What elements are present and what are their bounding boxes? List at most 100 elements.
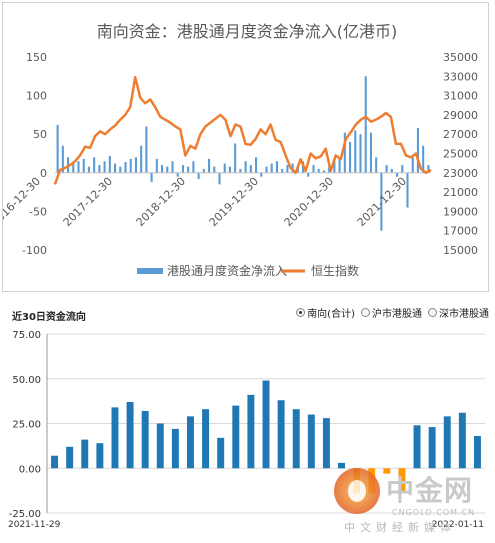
y-axis-tick: -25.00 <box>9 509 41 520</box>
monthly-flow-bar <box>98 165 101 173</box>
daily-flow-bar <box>322 418 330 469</box>
legend-line-label: 恒生指数 <box>311 263 359 278</box>
radio-dot-selected-icon[interactable] <box>296 308 306 317</box>
right-axis-tick: 21000 <box>443 186 478 199</box>
left-axis-tick: 50 <box>33 128 47 141</box>
monthly-flow-bar <box>281 168 284 173</box>
right-axis-tick: 33000 <box>443 70 478 83</box>
monthly-flow-chart: 南向资金：港股通月度资金净流入(亿港币) -100 -50 0 50 100 150 1500… <box>3 22 478 278</box>
right-axis-tick: 15000 <box>443 244 478 257</box>
daily-flow-bar <box>217 437 225 469</box>
monthly-flow-bar <box>416 128 419 173</box>
left-axis-tick: 150 <box>26 51 47 64</box>
monthly-flow-bar <box>228 166 231 173</box>
monthly-flow-bar <box>275 161 278 173</box>
market-radio-group: 南向(合计) 沪市港股通 深市港股通 <box>296 305 489 320</box>
monthly-flow-bar <box>349 141 352 173</box>
monthly-flow-bar <box>218 172 221 185</box>
monthly-flow-bar <box>396 172 399 177</box>
x-axis-date-label: 2020-12-30 <box>282 175 336 229</box>
monthly-flow-bar <box>338 157 341 173</box>
x-axis-date-label: 2019-12-30 <box>207 175 261 229</box>
monthly-flow-bar <box>249 165 252 173</box>
radio-shenzhen-connect[interactable]: 深市港股通 <box>428 305 489 320</box>
hang-seng-index-line <box>53 76 432 185</box>
y-axis-tick: 50.00 <box>12 375 41 386</box>
daily-flow-bar <box>141 410 149 469</box>
monthly-flow-bar <box>422 145 425 173</box>
monthly-flow-bar <box>61 145 64 173</box>
daily-flow-bar <box>156 423 164 469</box>
monthly-flow-bar <box>239 168 242 173</box>
daily-flow-bar <box>187 416 194 469</box>
monthly-flow-bar <box>244 161 247 173</box>
left-axis-tick: 100 <box>26 90 47 103</box>
recent-30-day-panel: 近30日资金流向 南向(合计) 沪市港股通 深市港股通 75.00 50.00 25… <box>0 300 495 543</box>
monthly-flow-bar <box>93 157 96 173</box>
right-axis-tick: 23000 <box>443 167 478 180</box>
monthly-flow-bar <box>208 158 211 173</box>
monthly-flow-bar <box>322 170 325 173</box>
monthly-flow-bar <box>108 155 111 173</box>
daily-flow-bar <box>277 400 285 469</box>
daily-flow-bar <box>443 416 451 469</box>
daily-flow-bar <box>111 407 119 469</box>
radio-label: 南向(合计) <box>307 309 355 320</box>
x-end-date-label: 2022-01-11 <box>432 520 484 530</box>
monthly-flow-bar <box>401 165 404 173</box>
daily-flow-bar <box>292 409 300 469</box>
daily-flow-bar <box>262 380 270 469</box>
daily-flow-bar <box>383 468 391 474</box>
monthly-flow-bar <box>307 172 310 177</box>
left-axis-tick: -50 <box>29 205 47 218</box>
radio-dot-icon[interactable] <box>361 308 370 317</box>
daily-flow-bar <box>66 446 74 469</box>
monthly-flow-bar <box>145 126 148 173</box>
y-axis-tick: 0.00 <box>19 464 41 475</box>
monthly-flow-bar <box>72 163 75 173</box>
monthly-flow-bar <box>192 161 195 173</box>
recent-30-day-title: 近30日资金流向 <box>12 312 86 323</box>
daily-flow-bar <box>171 428 179 469</box>
monthly-flow-bar <box>202 168 205 173</box>
monthly-flow-bar <box>234 143 237 173</box>
radio-southbound-total[interactable]: 南向(合计) <box>296 305 355 320</box>
daily-flow-bar <box>307 414 315 469</box>
monthly-flow-bar <box>385 165 388 173</box>
monthly-flow-bar <box>171 161 174 173</box>
monthly-flow-bar <box>333 161 336 173</box>
monthly-flow-bar <box>187 166 190 173</box>
monthly-flow-bar <box>150 172 153 183</box>
monthly-flow-bar <box>411 157 414 173</box>
monthly-flow-bar <box>124 161 127 173</box>
monthly-flow-bar <box>103 161 106 173</box>
y-axis-tick: 75.00 <box>12 330 41 341</box>
daily-flow-bar <box>413 425 421 469</box>
right-axis-tick: 31000 <box>443 90 478 103</box>
daily-flow-bar <box>473 436 481 469</box>
radio-shanghai-connect[interactable]: 沪市港股通 <box>361 305 422 320</box>
left-axis-tick: 0 <box>40 167 47 180</box>
right-axis-tick: 25000 <box>443 148 478 161</box>
x-start-date-label: 2021-11-29 <box>8 520 61 530</box>
monthly-flow-bar <box>260 172 263 177</box>
radio-dot-icon[interactable] <box>428 308 437 317</box>
monthly-flow-bar <box>119 166 122 173</box>
left-axis-tick: -100 <box>22 244 47 257</box>
daily-flow-bar <box>247 394 255 469</box>
right-axis-tick: 35000 <box>443 51 478 64</box>
monthly-flow-bar <box>129 158 132 173</box>
monthly-flow-bar <box>286 165 289 173</box>
legend-bar-swatch <box>137 268 163 274</box>
right-axis-tick: 17000 <box>443 225 478 238</box>
x-axis-date-label: 2018-12-30 <box>134 175 188 229</box>
chart-title: 南向资金：港股通月度资金净流入(亿港币) <box>97 22 398 41</box>
monthly-flow-bar <box>380 172 383 231</box>
daily-flow-bar <box>338 462 345 469</box>
monthly-flow-bar <box>354 130 357 173</box>
right-axis-tick: 19000 <box>443 205 478 218</box>
daily-flow-bar <box>458 412 466 469</box>
daily-flow-bar <box>96 443 104 469</box>
monthly-flow-bar <box>270 163 273 173</box>
